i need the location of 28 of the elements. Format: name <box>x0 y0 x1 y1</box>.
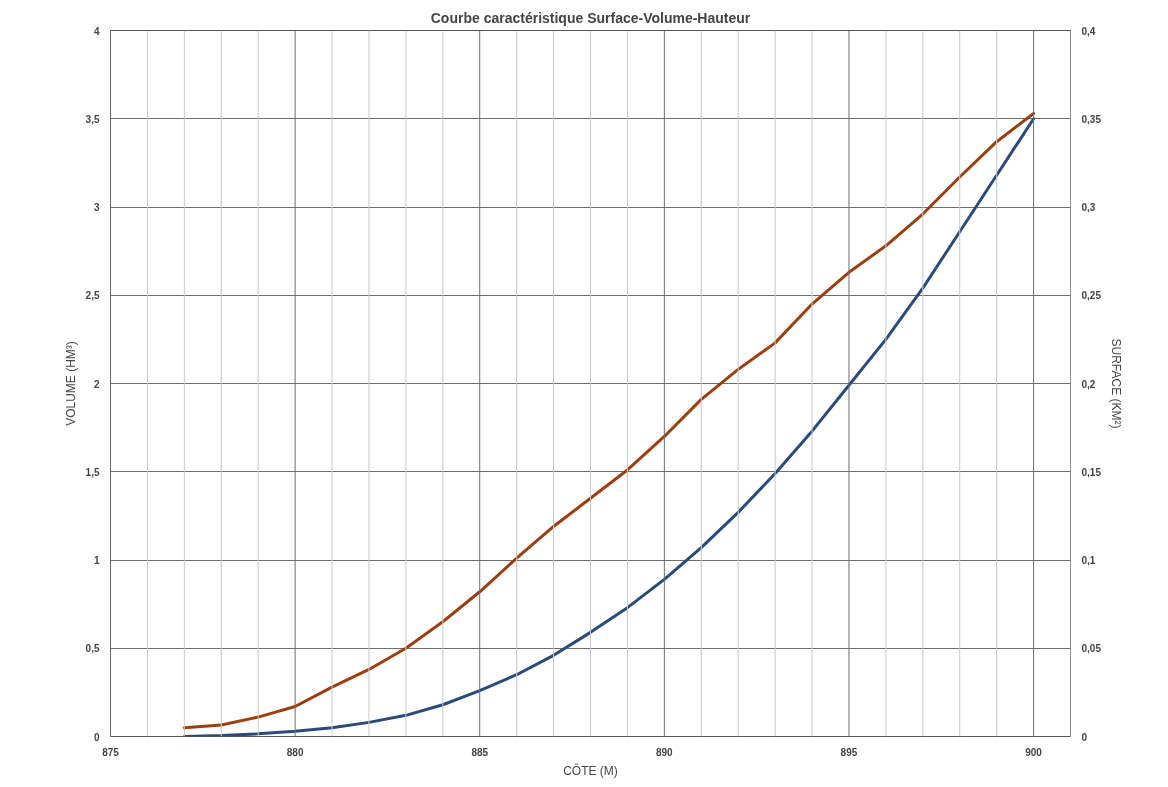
chart-title: Courbe caractéristique Surface-Volume-Hauteur <box>430 9 751 26</box>
y-tick-label: 4 <box>93 25 100 37</box>
x-tick-label: 900 <box>1025 746 1043 758</box>
y-tick-label: 1 <box>93 555 100 566</box>
y2-tick-label: 0,05 <box>1081 643 1102 655</box>
y-axis-title: VOLUME (HM³) <box>63 341 78 426</box>
x-tick-label: 895 <box>840 746 858 758</box>
y-tick-label: 0,5 <box>85 643 100 655</box>
y2-tick-label: 0,2 <box>1081 378 1096 390</box>
y2-tick-label: 0,4 <box>1081 25 1096 37</box>
y2-tick-label: 0,3 <box>1081 202 1096 213</box>
x-tick-label: 885 <box>471 746 489 758</box>
y-tick-label: 0 <box>93 731 100 743</box>
y2-tick-label: 0,25 <box>1081 290 1102 302</box>
y2-tick-label: 0 <box>1081 731 1088 743</box>
x-tick-label: 890 <box>656 746 674 758</box>
x-axis-title: CÔTE (M) <box>563 762 618 778</box>
y-tick-label: 1,5 <box>85 466 100 478</box>
y-tick-label: 2,5 <box>85 290 100 302</box>
y2-axis-title: SURFACE (KM²) <box>1108 338 1123 429</box>
x-tick-label: 875 <box>102 746 120 758</box>
y-tick-label: 2 <box>93 378 100 390</box>
y-tick-label: 3,5 <box>85 113 100 125</box>
y2-tick-label: 0,15 <box>1081 466 1102 478</box>
y2-tick-label: 0,35 <box>1081 113 1102 125</box>
x-tick-label: 880 <box>286 746 304 758</box>
y-tick-label: 3 <box>93 202 100 213</box>
y2-tick-label: 0,1 <box>1081 555 1096 566</box>
